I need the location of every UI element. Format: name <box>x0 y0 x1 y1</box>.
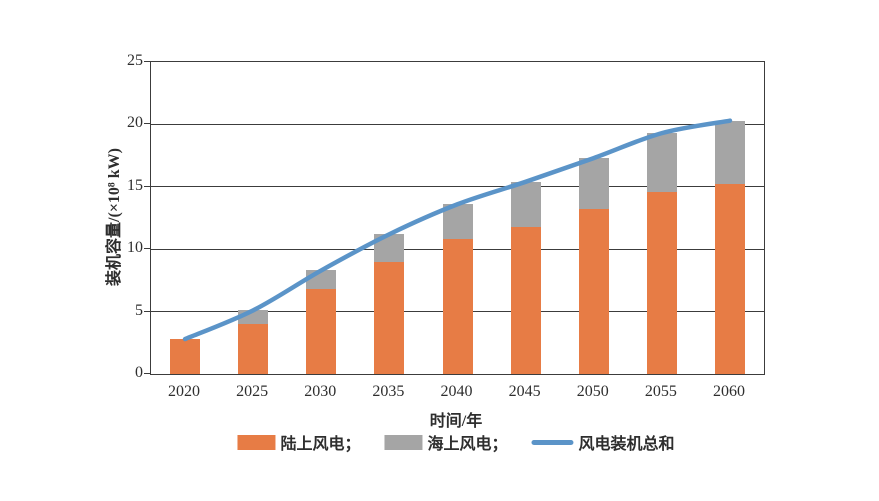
onshore-swatch-icon <box>237 434 276 450</box>
bar-onshore-2055 <box>646 191 677 374</box>
y-tick-mark-10 <box>144 248 150 250</box>
x-tick-label-2035: 2035 <box>372 383 405 400</box>
bar-offshore-2055 <box>646 133 677 192</box>
y-axis-title: 装机容量/(×10⁸ kW) <box>106 148 123 286</box>
x-tick-label-2055: 2055 <box>644 383 677 400</box>
plot-area <box>150 61 765 375</box>
x-tick-label-2050: 2050 <box>576 383 609 400</box>
bar-offshore-2045 <box>510 181 541 227</box>
legend-item-offshore: 海上风电； <box>384 430 508 454</box>
y-tick-label-10: 10 <box>127 239 143 257</box>
x-tick-label-2030: 2030 <box>304 383 337 400</box>
y-tick-label-25: 25 <box>127 52 143 69</box>
gridline-y-15 <box>151 186 764 188</box>
bar-onshore-2060 <box>714 184 745 374</box>
legend-item-onshore: 陆上风电； <box>237 430 360 454</box>
bar-onshore-2045 <box>510 226 541 374</box>
y-tick-mark-15 <box>144 185 150 187</box>
bar-onshore-2030 <box>306 289 337 374</box>
legend-label-total: 风电装机总和 <box>578 436 675 453</box>
bar-onshore-2050 <box>578 209 609 374</box>
legend-item-total: 风电装机总和 <box>531 430 675 454</box>
total-line-series <box>182 118 733 342</box>
x-tick-label-2025: 2025 <box>236 383 269 400</box>
bar-offshore-2060 <box>714 120 745 185</box>
offshore-swatch-icon <box>384 434 423 450</box>
x-axis-title: 时间/年 <box>429 413 483 430</box>
bar-onshore-2040 <box>442 239 473 374</box>
gridline-y-20 <box>151 123 764 125</box>
x-tick-label-2040: 2040 <box>440 383 473 400</box>
y-tick-label-15: 15 <box>127 176 143 194</box>
bar-onshore-2025 <box>238 324 269 374</box>
x-tick-label-2020: 2020 <box>168 383 201 400</box>
bar-onshore-2035 <box>374 261 405 374</box>
chart-legend: 陆上风电； 海上风电； 风电装机总和 <box>237 430 675 454</box>
y-tick-label-5: 5 <box>135 301 143 319</box>
y-tick-mark-5 <box>144 310 150 312</box>
y-tick-mark-20 <box>144 123 150 125</box>
y-tick-mark-0 <box>144 373 150 374</box>
bar-offshore-2050 <box>578 158 609 210</box>
total-line-swatch-icon <box>531 439 574 445</box>
legend-label-offshore: 海上风电； <box>427 436 508 453</box>
bar-onshore-2020 <box>170 339 201 374</box>
x-tick-label-2060: 2060 <box>712 383 745 400</box>
y-tick-label-20: 20 <box>127 114 143 132</box>
legend-label-onshore: 陆上风电； <box>280 436 361 453</box>
total-line-path <box>182 118 733 342</box>
x-tick-label-2045: 2045 <box>508 383 541 400</box>
y-tick-label-0: 0 <box>135 364 143 381</box>
y-tick-mark-25 <box>144 61 150 62</box>
